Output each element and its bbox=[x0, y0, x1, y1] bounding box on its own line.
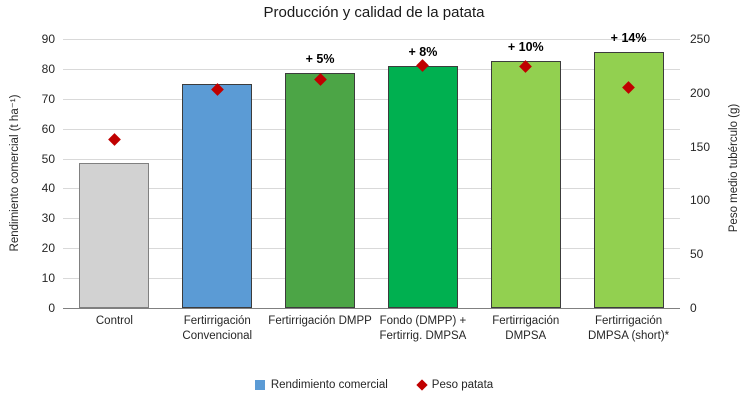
bar-Fertirrigación Convencional bbox=[182, 83, 253, 308]
left-axis-tick-70: 70 bbox=[41, 91, 55, 106]
gridline bbox=[63, 158, 680, 160]
bar-Fondo (DMPP) + Fertirrig. DMPSA bbox=[387, 65, 458, 308]
right-axis-tick-150: 150 bbox=[690, 139, 711, 154]
pct-label-Fertirrigación DMPP: + 5% bbox=[305, 51, 335, 66]
legend-diamond-icon bbox=[416, 379, 428, 391]
legend-label-peso: Peso patata bbox=[431, 379, 494, 391]
left-axis-tick-0: 0 bbox=[48, 301, 55, 315]
right-axis-tick-0: 0 bbox=[690, 301, 697, 315]
pct-label-Fertirrigación DMPSA: + 10% bbox=[507, 40, 544, 55]
gridline bbox=[63, 248, 680, 250]
left-axis-tick-10: 10 bbox=[41, 271, 55, 286]
bar-Fertirrigación DMPP bbox=[285, 72, 356, 308]
chart-title: Producción y calidad de la patata bbox=[263, 4, 485, 21]
gridline bbox=[63, 39, 680, 40]
bar-Control bbox=[79, 163, 150, 308]
pct-label-Fondo (DMPP) + Fertirrig. DMPSA: + 8% bbox=[408, 44, 438, 59]
left-axis-tick-60: 60 bbox=[41, 121, 55, 136]
category-label-Control: Control bbox=[95, 315, 133, 327]
category-label-Fertirrigación DMPSA: Fertirrigación DMPSA bbox=[492, 315, 560, 342]
legend-label-rendimiento: Rendimiento comercial bbox=[270, 379, 388, 391]
left-axis-tick-20: 20 bbox=[41, 241, 55, 256]
right-axis-tick-100: 100 bbox=[690, 193, 711, 208]
right-axis-title: Peso medio tubérculo (g) bbox=[728, 103, 740, 233]
right-axis-tick-50: 50 bbox=[690, 247, 704, 262]
right-axis-tick-200: 200 bbox=[690, 85, 711, 100]
gridline bbox=[63, 68, 680, 70]
left-axis-tick-80: 80 bbox=[41, 61, 55, 76]
gridline bbox=[63, 128, 680, 130]
gridline bbox=[63, 218, 680, 220]
legend-item-rendimiento-comercial: Rendimiento comercial bbox=[254, 379, 388, 391]
gridline bbox=[63, 278, 680, 280]
legend: Rendimiento comercial Peso patata bbox=[0, 379, 748, 391]
gridline bbox=[63, 188, 680, 190]
peso-marker-Control bbox=[108, 132, 121, 146]
category-label-Fertirrigación Convencional: Fertirrigación Convencional bbox=[182, 315, 253, 342]
left-axis-tick-30: 30 bbox=[41, 211, 55, 226]
x-axis-line bbox=[63, 308, 680, 309]
legend-square-icon bbox=[254, 380, 265, 390]
bar-Fertirrigación DMPSA (short)* bbox=[593, 52, 664, 308]
left-axis-title: Rendimiento comercial (t ha⁻¹) bbox=[9, 94, 21, 252]
category-label-Fondo (DMPP) + Fertirrig. DMPSA: Fondo (DMPP) + Fertirrig. DMPSA bbox=[379, 315, 467, 342]
category-label-Fertirrigación DMPSA (short)*: Fertirrigación DMPSA (short)* bbox=[587, 315, 670, 342]
left-axis-tick-50: 50 bbox=[41, 151, 55, 166]
legend-item-peso-patata: Peso patata bbox=[416, 379, 494, 391]
bar-Fertirrigación DMPSA bbox=[490, 61, 561, 308]
gridline bbox=[63, 98, 680, 100]
pct-label-Fertirrigación DMPSA (short)*: + 14% bbox=[610, 31, 647, 46]
left-axis-tick-90: 90 bbox=[41, 32, 55, 46]
right-axis-tick-250: 250 bbox=[690, 32, 711, 46]
category-label-Fertirrigación DMPP: Fertirrigación DMPP bbox=[268, 315, 372, 327]
left-axis-tick-40: 40 bbox=[41, 181, 55, 196]
